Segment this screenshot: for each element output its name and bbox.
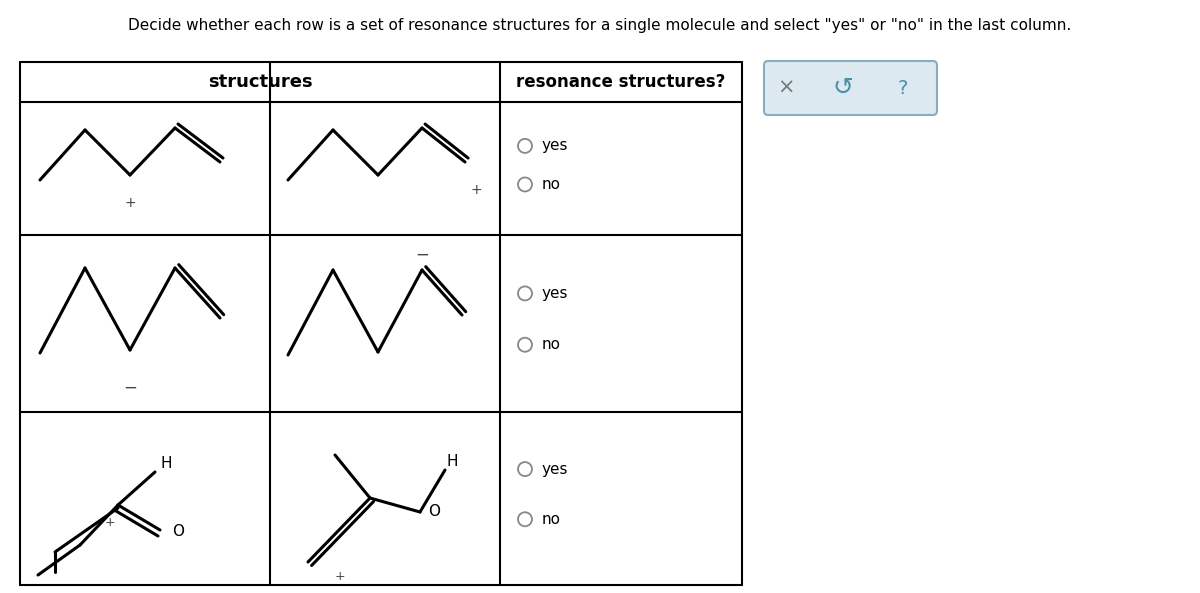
- Text: −: −: [415, 246, 428, 264]
- Text: no: no: [542, 337, 562, 352]
- Text: resonance structures?: resonance structures?: [516, 73, 726, 91]
- Text: yes: yes: [542, 461, 569, 477]
- Text: H: H: [446, 454, 458, 470]
- Text: ↺: ↺: [833, 76, 853, 100]
- Text: +: +: [470, 183, 481, 197]
- Text: O: O: [428, 505, 440, 519]
- Text: yes: yes: [542, 138, 569, 154]
- Text: −: −: [124, 379, 137, 397]
- Text: yes: yes: [542, 286, 569, 301]
- Text: +: +: [335, 570, 346, 584]
- Text: H: H: [160, 457, 172, 471]
- FancyBboxPatch shape: [764, 61, 937, 115]
- Text: no: no: [542, 512, 562, 527]
- Text: +: +: [104, 517, 115, 530]
- Text: +: +: [124, 196, 136, 210]
- Text: ×: ×: [778, 78, 794, 98]
- Text: structures: structures: [208, 73, 312, 91]
- Text: O: O: [172, 524, 184, 540]
- Text: no: no: [542, 177, 562, 192]
- Text: ?: ?: [898, 78, 908, 97]
- Text: Decide whether each row is a set of resonance structures for a single molecule a: Decide whether each row is a set of reso…: [128, 18, 1072, 33]
